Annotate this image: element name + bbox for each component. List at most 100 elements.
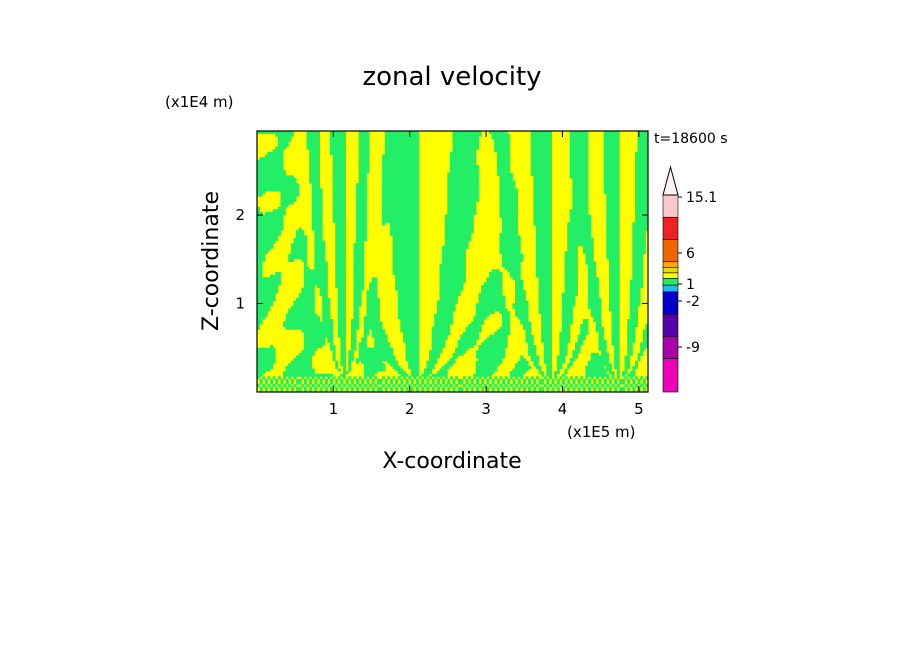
- negative-velocity-cell: [575, 345, 581, 349]
- negative-velocity-cell: [502, 264, 521, 268]
- negative-velocity-cell: [462, 376, 466, 380]
- negative-velocity-cell: [499, 311, 511, 315]
- negative-velocity-cell: [257, 185, 300, 189]
- negative-velocity-cell: [509, 271, 521, 275]
- negative-velocity-cell: [593, 318, 602, 322]
- negative-velocity-cell: [311, 185, 320, 189]
- negative-velocity-cell: [332, 185, 347, 189]
- negative-velocity-cell: [329, 149, 347, 153]
- negative-velocity-cell: [350, 378, 354, 382]
- negative-velocity-cell: [392, 261, 420, 265]
- negative-velocity-cell: [533, 196, 552, 200]
- negative-velocity-cell: [335, 232, 347, 236]
- negative-velocity-cell: [413, 384, 417, 388]
- negative-velocity-cell: [332, 217, 347, 221]
- negative-velocity-cell: [358, 167, 370, 171]
- negative-velocity-cell: [606, 235, 620, 239]
- negative-velocity-cell: [621, 373, 625, 377]
- negative-velocity-cell: [366, 298, 380, 302]
- negative-velocity-cell: [554, 373, 558, 377]
- negative-velocity-cell: [426, 363, 435, 367]
- negative-velocity-cell: [329, 342, 333, 346]
- negative-velocity-cell: [343, 384, 347, 388]
- negative-velocity-cell: [405, 352, 420, 356]
- negative-velocity-cell: [288, 253, 307, 257]
- negative-velocity-cell: [530, 151, 552, 155]
- negative-velocity-cell: [319, 389, 323, 392]
- negative-velocity-cell: [538, 308, 552, 312]
- negative-velocity-cell: [488, 384, 492, 388]
- negative-velocity-cell: [309, 378, 313, 382]
- negative-velocity-cell: [572, 185, 589, 189]
- negative-velocity-cell: [611, 316, 620, 320]
- negative-velocity-cell: [340, 347, 347, 351]
- negative-velocity-cell: [447, 177, 479, 181]
- negative-velocity-cell: [395, 279, 420, 283]
- negative-velocity-cell: [303, 386, 307, 390]
- negative-velocity-cell: [322, 305, 331, 309]
- negative-velocity-cell: [306, 138, 320, 142]
- negative-velocity-cell: [564, 384, 568, 388]
- negative-velocity-cell: [619, 389, 625, 392]
- negative-velocity-cell: [335, 389, 339, 392]
- negative-velocity-cell: [285, 318, 320, 322]
- negative-velocity-cell: [616, 384, 620, 388]
- colorbar-bin: [662, 239, 679, 263]
- negative-velocity-cell: [311, 211, 323, 215]
- negative-velocity-cell: [517, 389, 521, 392]
- negative-velocity-cell: [400, 386, 404, 390]
- negative-velocity-cell: [270, 274, 281, 278]
- negative-velocity-cell: [449, 376, 453, 380]
- negative-velocity-cell: [358, 170, 370, 174]
- negative-velocity-cell: [475, 303, 506, 307]
- negative-velocity-cell: [535, 384, 539, 388]
- negative-velocity-cell: [608, 295, 620, 299]
- negative-velocity-cell: [629, 316, 638, 320]
- negative-velocity-cell: [257, 365, 274, 369]
- negative-velocity-cell: [543, 384, 547, 388]
- negative-velocity-cell: [561, 305, 573, 309]
- negative-velocity-cell: [520, 355, 524, 359]
- negative-velocity-cell: [624, 376, 628, 380]
- negative-velocity-cell: [431, 386, 435, 390]
- negative-velocity-cell: [366, 303, 380, 307]
- negative-velocity-cell: [481, 284, 503, 288]
- negative-velocity-cell: [525, 331, 532, 335]
- negative-velocity-cell: [392, 235, 420, 239]
- negative-velocity-cell: [392, 365, 401, 369]
- negative-velocity-cell: [588, 279, 599, 283]
- negative-velocity-cell: [595, 384, 599, 388]
- negative-velocity-cell: [533, 183, 552, 187]
- negative-velocity-cell: [577, 337, 586, 341]
- negative-velocity-cell: [363, 363, 386, 367]
- negative-velocity-cell: [431, 334, 448, 338]
- negative-velocity-cell: [402, 331, 420, 335]
- negative-velocity-cell: [369, 287, 378, 291]
- negative-velocity-cell: [439, 279, 466, 283]
- negative-velocity-cell: [283, 373, 333, 377]
- negative-velocity-cell: [257, 162, 284, 166]
- negative-velocity-cell: [601, 352, 610, 356]
- negative-velocity-cell: [590, 308, 602, 312]
- negative-velocity-cell: [434, 384, 438, 388]
- negative-velocity-cell: [290, 245, 307, 249]
- negative-velocity-cell: [530, 162, 552, 166]
- negative-velocity-cell: [567, 248, 579, 252]
- negative-velocity-cell: [481, 287, 503, 291]
- negative-velocity-cell: [285, 386, 289, 390]
- negative-velocity-cell: [413, 376, 417, 380]
- negative-velocity-cell: [496, 157, 511, 161]
- negative-velocity-cell: [283, 371, 315, 375]
- negative-velocity-cell: [418, 384, 422, 388]
- negative-velocity-cell: [611, 337, 620, 341]
- negative-velocity-cell: [634, 201, 648, 205]
- negative-velocity-cell: [590, 384, 594, 388]
- negative-velocity-cell: [439, 271, 466, 275]
- negative-velocity-cell: [517, 360, 529, 364]
- negative-velocity-cell: [335, 224, 347, 228]
- negative-velocity-cell: [608, 282, 620, 286]
- negative-velocity-cell: [556, 378, 560, 382]
- negative-velocity-cell: [572, 177, 589, 181]
- negative-velocity-cell: [634, 211, 648, 215]
- negative-velocity-cell: [337, 290, 347, 294]
